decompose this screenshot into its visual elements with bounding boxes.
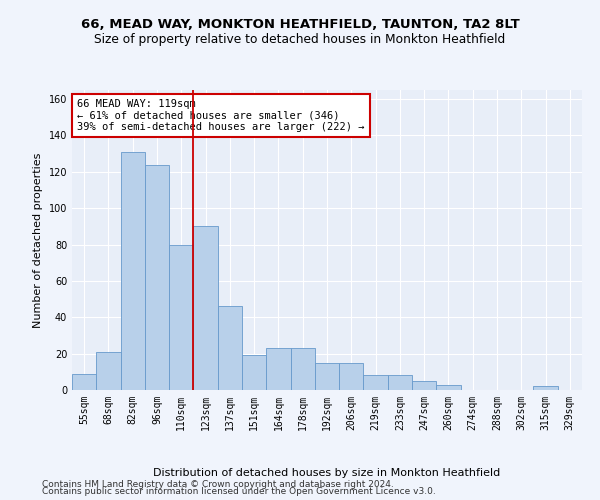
Bar	[436, 384, 461, 390]
Bar	[266, 348, 290, 390]
Text: 66 MEAD WAY: 119sqm
← 61% of detached houses are smaller (346)
39% of semi-detac: 66 MEAD WAY: 119sqm ← 61% of detached ho…	[77, 99, 365, 132]
Bar	[96, 352, 121, 390]
Text: Contains public sector information licensed under the Open Government Licence v3: Contains public sector information licen…	[42, 488, 436, 496]
Bar	[533, 386, 558, 390]
Bar	[193, 226, 218, 390]
Bar	[145, 164, 169, 390]
Bar	[315, 362, 339, 390]
Bar	[364, 376, 388, 390]
Bar	[121, 152, 145, 390]
Text: Size of property relative to detached houses in Monkton Heathfield: Size of property relative to detached ho…	[94, 32, 506, 46]
Bar	[218, 306, 242, 390]
Bar	[290, 348, 315, 390]
Y-axis label: Number of detached properties: Number of detached properties	[33, 152, 43, 328]
Bar	[388, 376, 412, 390]
Bar	[169, 244, 193, 390]
Bar	[242, 356, 266, 390]
Text: 66, MEAD WAY, MONKTON HEATHFIELD, TAUNTON, TA2 8LT: 66, MEAD WAY, MONKTON HEATHFIELD, TAUNTO…	[80, 18, 520, 30]
Bar	[412, 381, 436, 390]
Bar	[72, 374, 96, 390]
Text: Distribution of detached houses by size in Monkton Heathfield: Distribution of detached houses by size …	[154, 468, 500, 477]
Bar	[339, 362, 364, 390]
Text: Contains HM Land Registry data © Crown copyright and database right 2024.: Contains HM Land Registry data © Crown c…	[42, 480, 394, 489]
